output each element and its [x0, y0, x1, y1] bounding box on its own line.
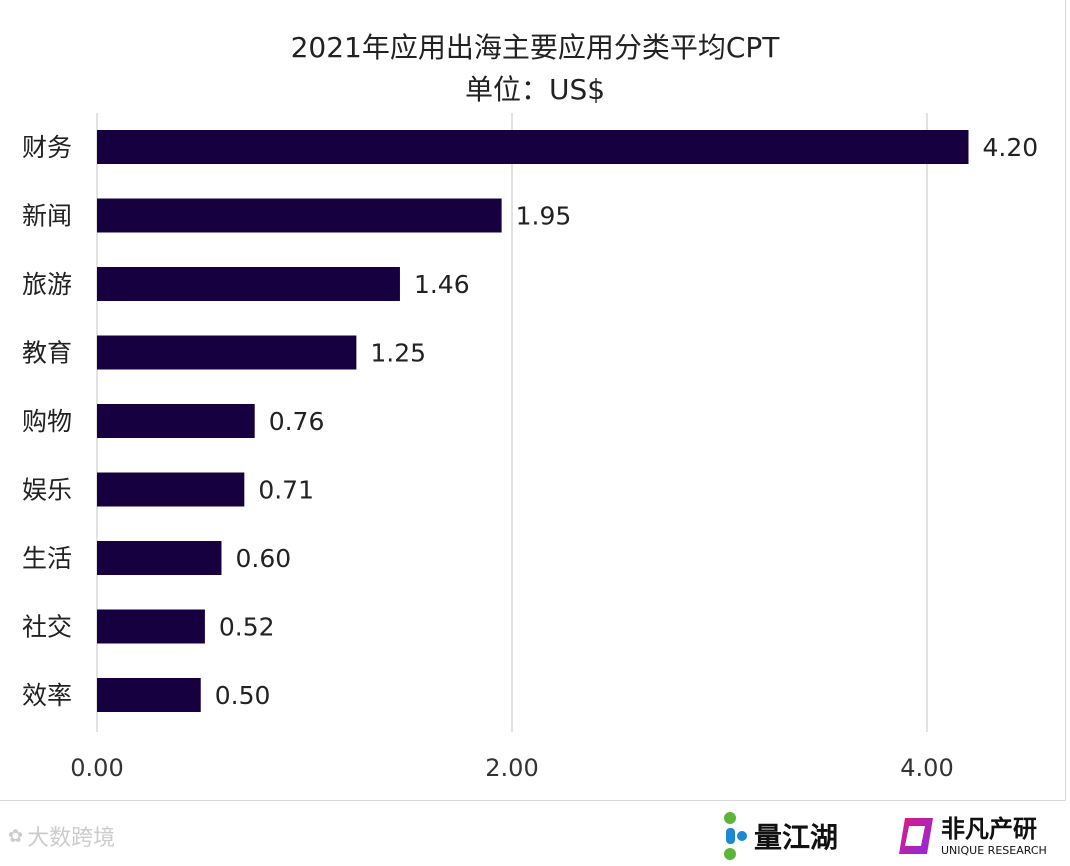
data-label: 0.71: [258, 476, 314, 505]
logo-unique-research: 非凡产研 UNIQUE RESEARCH: [895, 806, 1047, 866]
bar-chart: 0.00 2.00 4.00 财务 4.20 新闻 1.95 旅游 1.46 教育 1.25 购物 0.…: [22, 113, 1039, 782]
bar: [97, 404, 255, 438]
data-label: 1.95: [516, 202, 572, 231]
category-label: 新闻: [22, 202, 72, 231]
bar: [97, 130, 969, 164]
x-tick-label: 0.00: [70, 754, 123, 782]
data-label: 1.46: [414, 270, 470, 299]
bar: [97, 335, 357, 370]
bar: [97, 198, 502, 233]
bar: [97, 472, 245, 507]
watermark-logo-icon: ✿: [8, 825, 24, 847]
category-label: 旅游: [22, 270, 72, 299]
liangjianghu-text: 量江湖: [754, 821, 839, 854]
x-tick-label: 2.00: [485, 754, 538, 782]
category-label: 财务: [22, 133, 72, 162]
logo-liangjianghu: 量江湖: [722, 806, 838, 866]
data-label: 4.20: [983, 133, 1039, 162]
unique-research-cn: 非凡产研: [941, 814, 1037, 843]
category-label: 社交: [22, 613, 72, 642]
bar: [97, 609, 205, 644]
category-label: 娱乐: [22, 476, 72, 505]
category-label: 购物: [22, 407, 72, 436]
unique-research-logo-icon: [899, 818, 933, 854]
data-label: 0.60: [236, 544, 292, 573]
data-label: 0.50: [215, 681, 271, 710]
unique-research-en: UNIQUE RESEARCH: [941, 843, 1047, 857]
bar: [97, 541, 222, 575]
chart-title: 2021年应用出海主要应用分类平均CPT: [290, 31, 780, 64]
category-label: 教育: [22, 339, 72, 368]
data-label: 0.52: [219, 613, 275, 642]
x-tick-label: 4.00: [900, 754, 953, 782]
category-label: 效率: [22, 681, 72, 710]
bar: [97, 678, 201, 712]
chart-subtitle: 单位：US$: [464, 73, 606, 106]
watermark: ✿ 大数跨境: [8, 806, 115, 866]
watermark-text: 大数跨境: [27, 826, 116, 851]
liangjianghu-logo-icon: [724, 812, 747, 860]
category-label: 生活: [22, 544, 72, 573]
bar: [97, 267, 400, 301]
data-label: 1.25: [370, 339, 426, 368]
chart-frame: [0, 0, 1066, 801]
data-label: 0.76: [269, 407, 325, 436]
